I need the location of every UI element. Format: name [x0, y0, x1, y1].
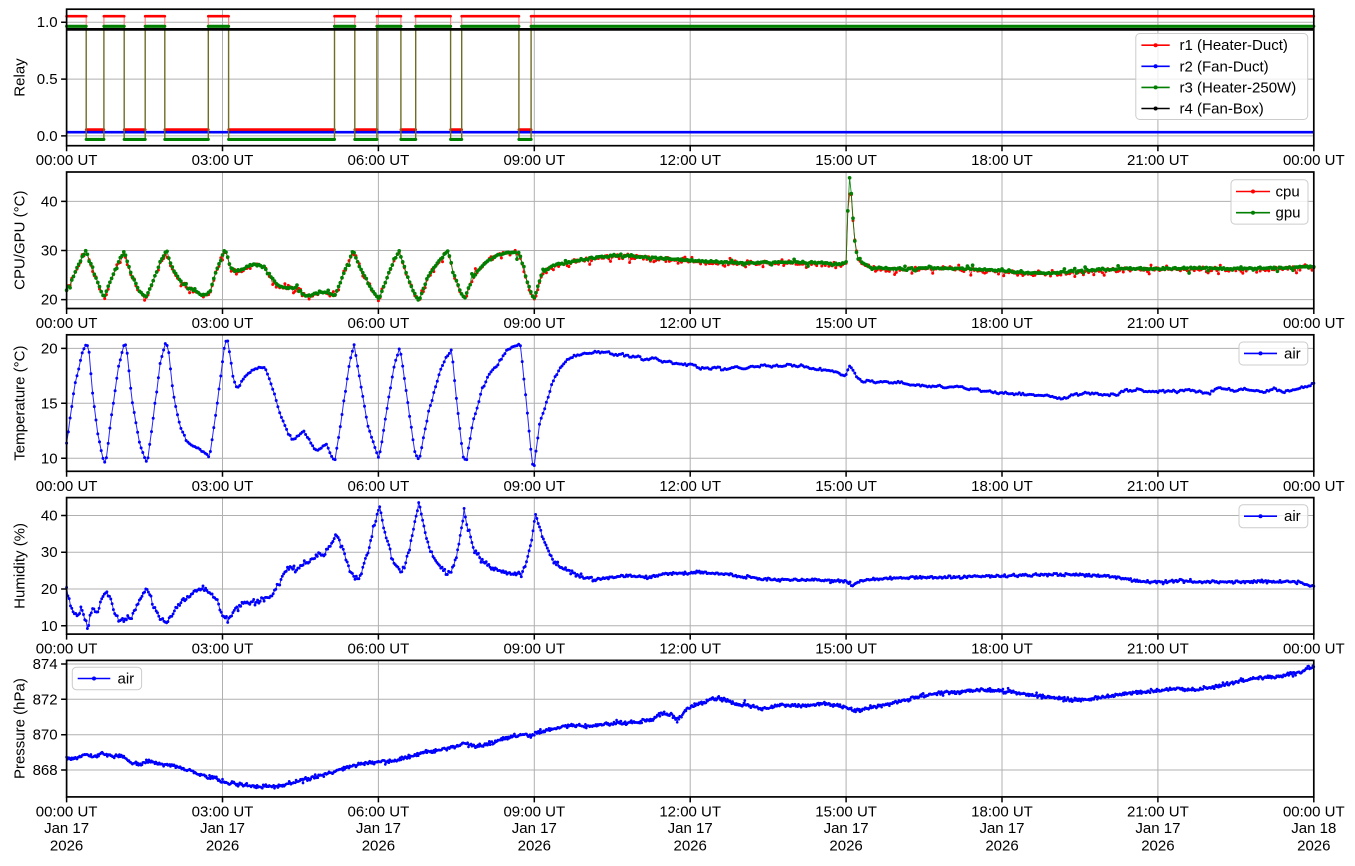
- svg-text:gpu: gpu: [1276, 205, 1301, 222]
- svg-text:09:00 UT: 09:00 UT: [503, 315, 565, 332]
- svg-text:Jan 17: Jan 17: [356, 820, 401, 837]
- svg-text:2026: 2026: [362, 837, 395, 854]
- svg-text:40: 40: [41, 508, 58, 525]
- svg-text:air: air: [1284, 345, 1301, 362]
- svg-text:0.0: 0.0: [37, 128, 58, 145]
- svg-text:Jan 17: Jan 17: [668, 820, 713, 837]
- svg-text:18:00 UT: 18:00 UT: [971, 478, 1033, 495]
- svg-text:2026: 2026: [674, 837, 707, 854]
- svg-text:18:00 UT: 18:00 UT: [971, 803, 1033, 820]
- svg-text:10: 10: [41, 450, 58, 467]
- svg-text:00:00 UT: 00:00 UT: [36, 478, 98, 495]
- svg-text:2026: 2026: [50, 837, 83, 854]
- svg-text:18:00 UT: 18:00 UT: [971, 152, 1033, 169]
- svg-text:15:00 UT: 15:00 UT: [815, 315, 877, 332]
- svg-text:15:00 UT: 15:00 UT: [815, 478, 877, 495]
- svg-text:00:00 UT: 00:00 UT: [36, 803, 98, 820]
- svg-text:21:00 UT: 21:00 UT: [1127, 315, 1189, 332]
- svg-text:12:00 UT: 12:00 UT: [659, 152, 721, 169]
- svg-text:15:00 UT: 15:00 UT: [815, 641, 877, 658]
- svg-text:40: 40: [41, 193, 58, 210]
- svg-text:r1 (Heater-Duct): r1 (Heater-Duct): [1180, 37, 1288, 54]
- svg-text:r3 (Heater-250W): r3 (Heater-250W): [1180, 79, 1297, 96]
- svg-text:868: 868: [33, 762, 58, 779]
- svg-text:CPU/GPU (°C): CPU/GPU (°C): [12, 191, 29, 290]
- svg-text:12:00 UT: 12:00 UT: [659, 315, 721, 332]
- svg-text:15: 15: [41, 395, 58, 412]
- svg-text:Jan 17: Jan 17: [200, 820, 245, 837]
- svg-text:2026: 2026: [829, 837, 862, 854]
- svg-text:Relay: Relay: [12, 58, 29, 97]
- svg-text:21:00 UT: 21:00 UT: [1127, 641, 1189, 658]
- svg-text:09:00 UT: 09:00 UT: [503, 152, 565, 169]
- svg-text:09:00 UT: 09:00 UT: [503, 641, 565, 658]
- svg-text:Jan 18: Jan 18: [1291, 820, 1336, 837]
- svg-text:06:00 UT: 06:00 UT: [348, 152, 410, 169]
- svg-text:Jan 17: Jan 17: [1135, 820, 1180, 837]
- svg-text:00:00 UT: 00:00 UT: [36, 315, 98, 332]
- svg-text:00:00 UT: 00:00 UT: [1283, 803, 1345, 820]
- svg-text:0.5: 0.5: [37, 71, 58, 88]
- svg-text:15:00 UT: 15:00 UT: [815, 152, 877, 169]
- svg-text:00:00 UT: 00:00 UT: [36, 152, 98, 169]
- svg-text:10: 10: [41, 618, 58, 635]
- svg-text:20: 20: [41, 292, 58, 309]
- svg-text:06:00 UT: 06:00 UT: [348, 478, 410, 495]
- svg-text:21:00 UT: 21:00 UT: [1127, 803, 1189, 820]
- svg-text:03:00 UT: 03:00 UT: [192, 803, 254, 820]
- svg-text:Humidity (%): Humidity (%): [12, 523, 29, 609]
- svg-text:870: 870: [33, 727, 58, 744]
- svg-text:03:00 UT: 03:00 UT: [192, 641, 254, 658]
- svg-text:12:00 UT: 12:00 UT: [659, 641, 721, 658]
- svg-text:18:00 UT: 18:00 UT: [971, 315, 1033, 332]
- svg-text:09:00 UT: 09:00 UT: [503, 478, 565, 495]
- svg-text:06:00 UT: 06:00 UT: [348, 641, 410, 658]
- svg-text:00:00 UT: 00:00 UT: [1283, 478, 1345, 495]
- svg-text:12:00 UT: 12:00 UT: [659, 478, 721, 495]
- svg-text:21:00 UT: 21:00 UT: [1127, 478, 1189, 495]
- svg-text:00:00 UT: 00:00 UT: [1283, 152, 1345, 169]
- svg-text:15:00 UT: 15:00 UT: [815, 803, 877, 820]
- svg-text:03:00 UT: 03:00 UT: [192, 478, 254, 495]
- svg-text:cpu: cpu: [1276, 184, 1300, 201]
- svg-text:Jan 17: Jan 17: [512, 820, 557, 837]
- svg-text:Jan 17: Jan 17: [979, 820, 1024, 837]
- svg-text:Temperature (°C): Temperature (°C): [12, 345, 29, 460]
- svg-text:2026: 2026: [1297, 837, 1330, 854]
- svg-text:Pressure (hPa): Pressure (hPa): [12, 678, 29, 779]
- svg-text:r2 (Fan-Duct): r2 (Fan-Duct): [1180, 58, 1269, 75]
- svg-text:Jan 17: Jan 17: [824, 820, 869, 837]
- svg-text:12:00 UT: 12:00 UT: [659, 803, 721, 820]
- svg-text:2026: 2026: [985, 837, 1018, 854]
- svg-text:2026: 2026: [518, 837, 551, 854]
- svg-text:06:00 UT: 06:00 UT: [348, 315, 410, 332]
- svg-text:30: 30: [41, 243, 58, 260]
- svg-text:03:00 UT: 03:00 UT: [192, 315, 254, 332]
- svg-text:1.0: 1.0: [37, 14, 58, 31]
- svg-text:2026: 2026: [206, 837, 239, 854]
- svg-text:Jan 17: Jan 17: [44, 820, 89, 837]
- svg-text:21:00 UT: 21:00 UT: [1127, 152, 1189, 169]
- svg-text:30: 30: [41, 544, 58, 561]
- svg-text:20: 20: [41, 581, 58, 598]
- svg-text:06:00 UT: 06:00 UT: [348, 803, 410, 820]
- svg-text:03:00 UT: 03:00 UT: [192, 152, 254, 169]
- svg-text:20: 20: [41, 340, 58, 357]
- svg-text:872: 872: [33, 691, 58, 708]
- svg-text:2026: 2026: [1141, 837, 1174, 854]
- svg-text:09:00 UT: 09:00 UT: [503, 803, 565, 820]
- svg-text:00:00 UT: 00:00 UT: [36, 641, 98, 658]
- svg-text:00:00 UT: 00:00 UT: [1283, 641, 1345, 658]
- svg-text:r4 (Fan-Box): r4 (Fan-Box): [1180, 101, 1264, 118]
- svg-text:air: air: [1284, 508, 1301, 525]
- svg-text:874: 874: [33, 656, 58, 673]
- svg-text:18:00 UT: 18:00 UT: [971, 641, 1033, 658]
- svg-text:air: air: [118, 671, 135, 688]
- svg-text:00:00 UT: 00:00 UT: [1283, 315, 1345, 332]
